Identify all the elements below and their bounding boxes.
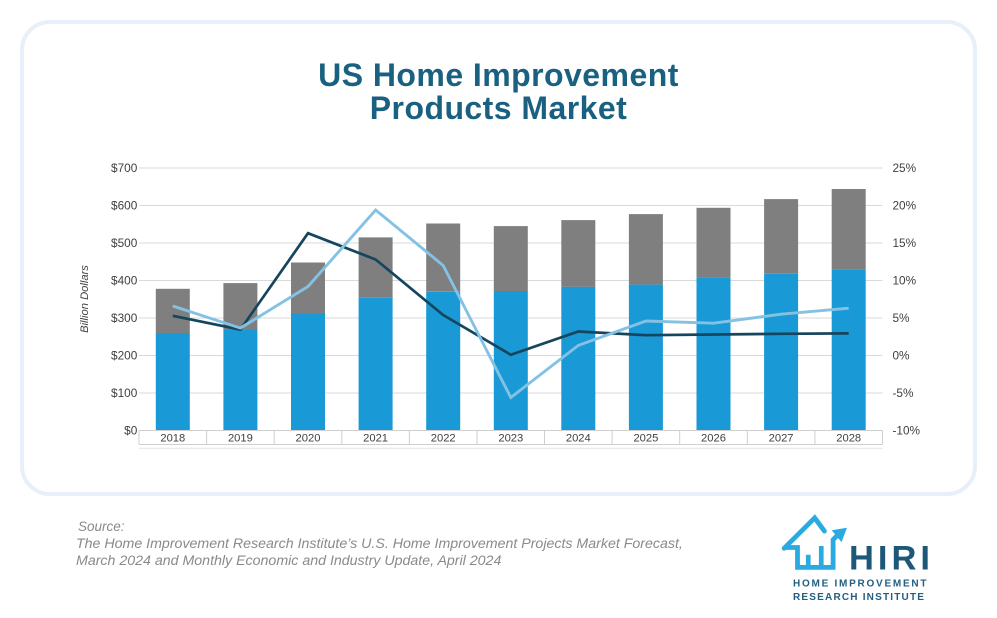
svg-text:-10%: -10% bbox=[893, 424, 921, 438]
svg-text:2022: 2022 bbox=[431, 433, 456, 445]
svg-text:$200: $200 bbox=[111, 349, 138, 363]
svg-text:-5%: -5% bbox=[893, 386, 914, 400]
svg-text:$400: $400 bbox=[111, 274, 138, 288]
svg-text:RESEARCH INSTITUTE: RESEARCH INSTITUTE bbox=[793, 592, 925, 603]
svg-text:2028: 2028 bbox=[836, 433, 861, 445]
svg-text:2018: 2018 bbox=[160, 433, 185, 445]
svg-text:Billion Dollars: Billion Dollars bbox=[79, 265, 91, 333]
svg-text:$500: $500 bbox=[111, 236, 138, 250]
svg-text:20%: 20% bbox=[893, 199, 917, 213]
svg-text:0%: 0% bbox=[893, 349, 911, 363]
svg-text:2024: 2024 bbox=[566, 433, 591, 445]
svg-text:$600: $600 bbox=[111, 199, 138, 213]
svg-text:2026: 2026 bbox=[701, 433, 726, 445]
svg-text:2019: 2019 bbox=[228, 433, 253, 445]
svg-text:$100: $100 bbox=[111, 386, 138, 400]
svg-text:HOME IMPROVEMENT: HOME IMPROVEMENT bbox=[793, 579, 928, 590]
svg-text:2027: 2027 bbox=[769, 433, 794, 445]
svg-text:25%: 25% bbox=[893, 161, 917, 175]
svg-text:2025: 2025 bbox=[633, 433, 658, 445]
svg-text:2023: 2023 bbox=[498, 433, 523, 445]
svg-text:5%: 5% bbox=[893, 311, 911, 325]
svg-text:$0: $0 bbox=[124, 424, 138, 438]
svg-text:$300: $300 bbox=[111, 311, 138, 325]
svg-text:$700: $700 bbox=[111, 161, 138, 175]
svg-text:2020: 2020 bbox=[296, 433, 321, 445]
svg-text:2021: 2021 bbox=[363, 433, 388, 445]
svg-text:HIRI: HIRI bbox=[849, 540, 934, 578]
svg-text:10%: 10% bbox=[893, 274, 917, 288]
svg-text:15%: 15% bbox=[893, 236, 917, 250]
